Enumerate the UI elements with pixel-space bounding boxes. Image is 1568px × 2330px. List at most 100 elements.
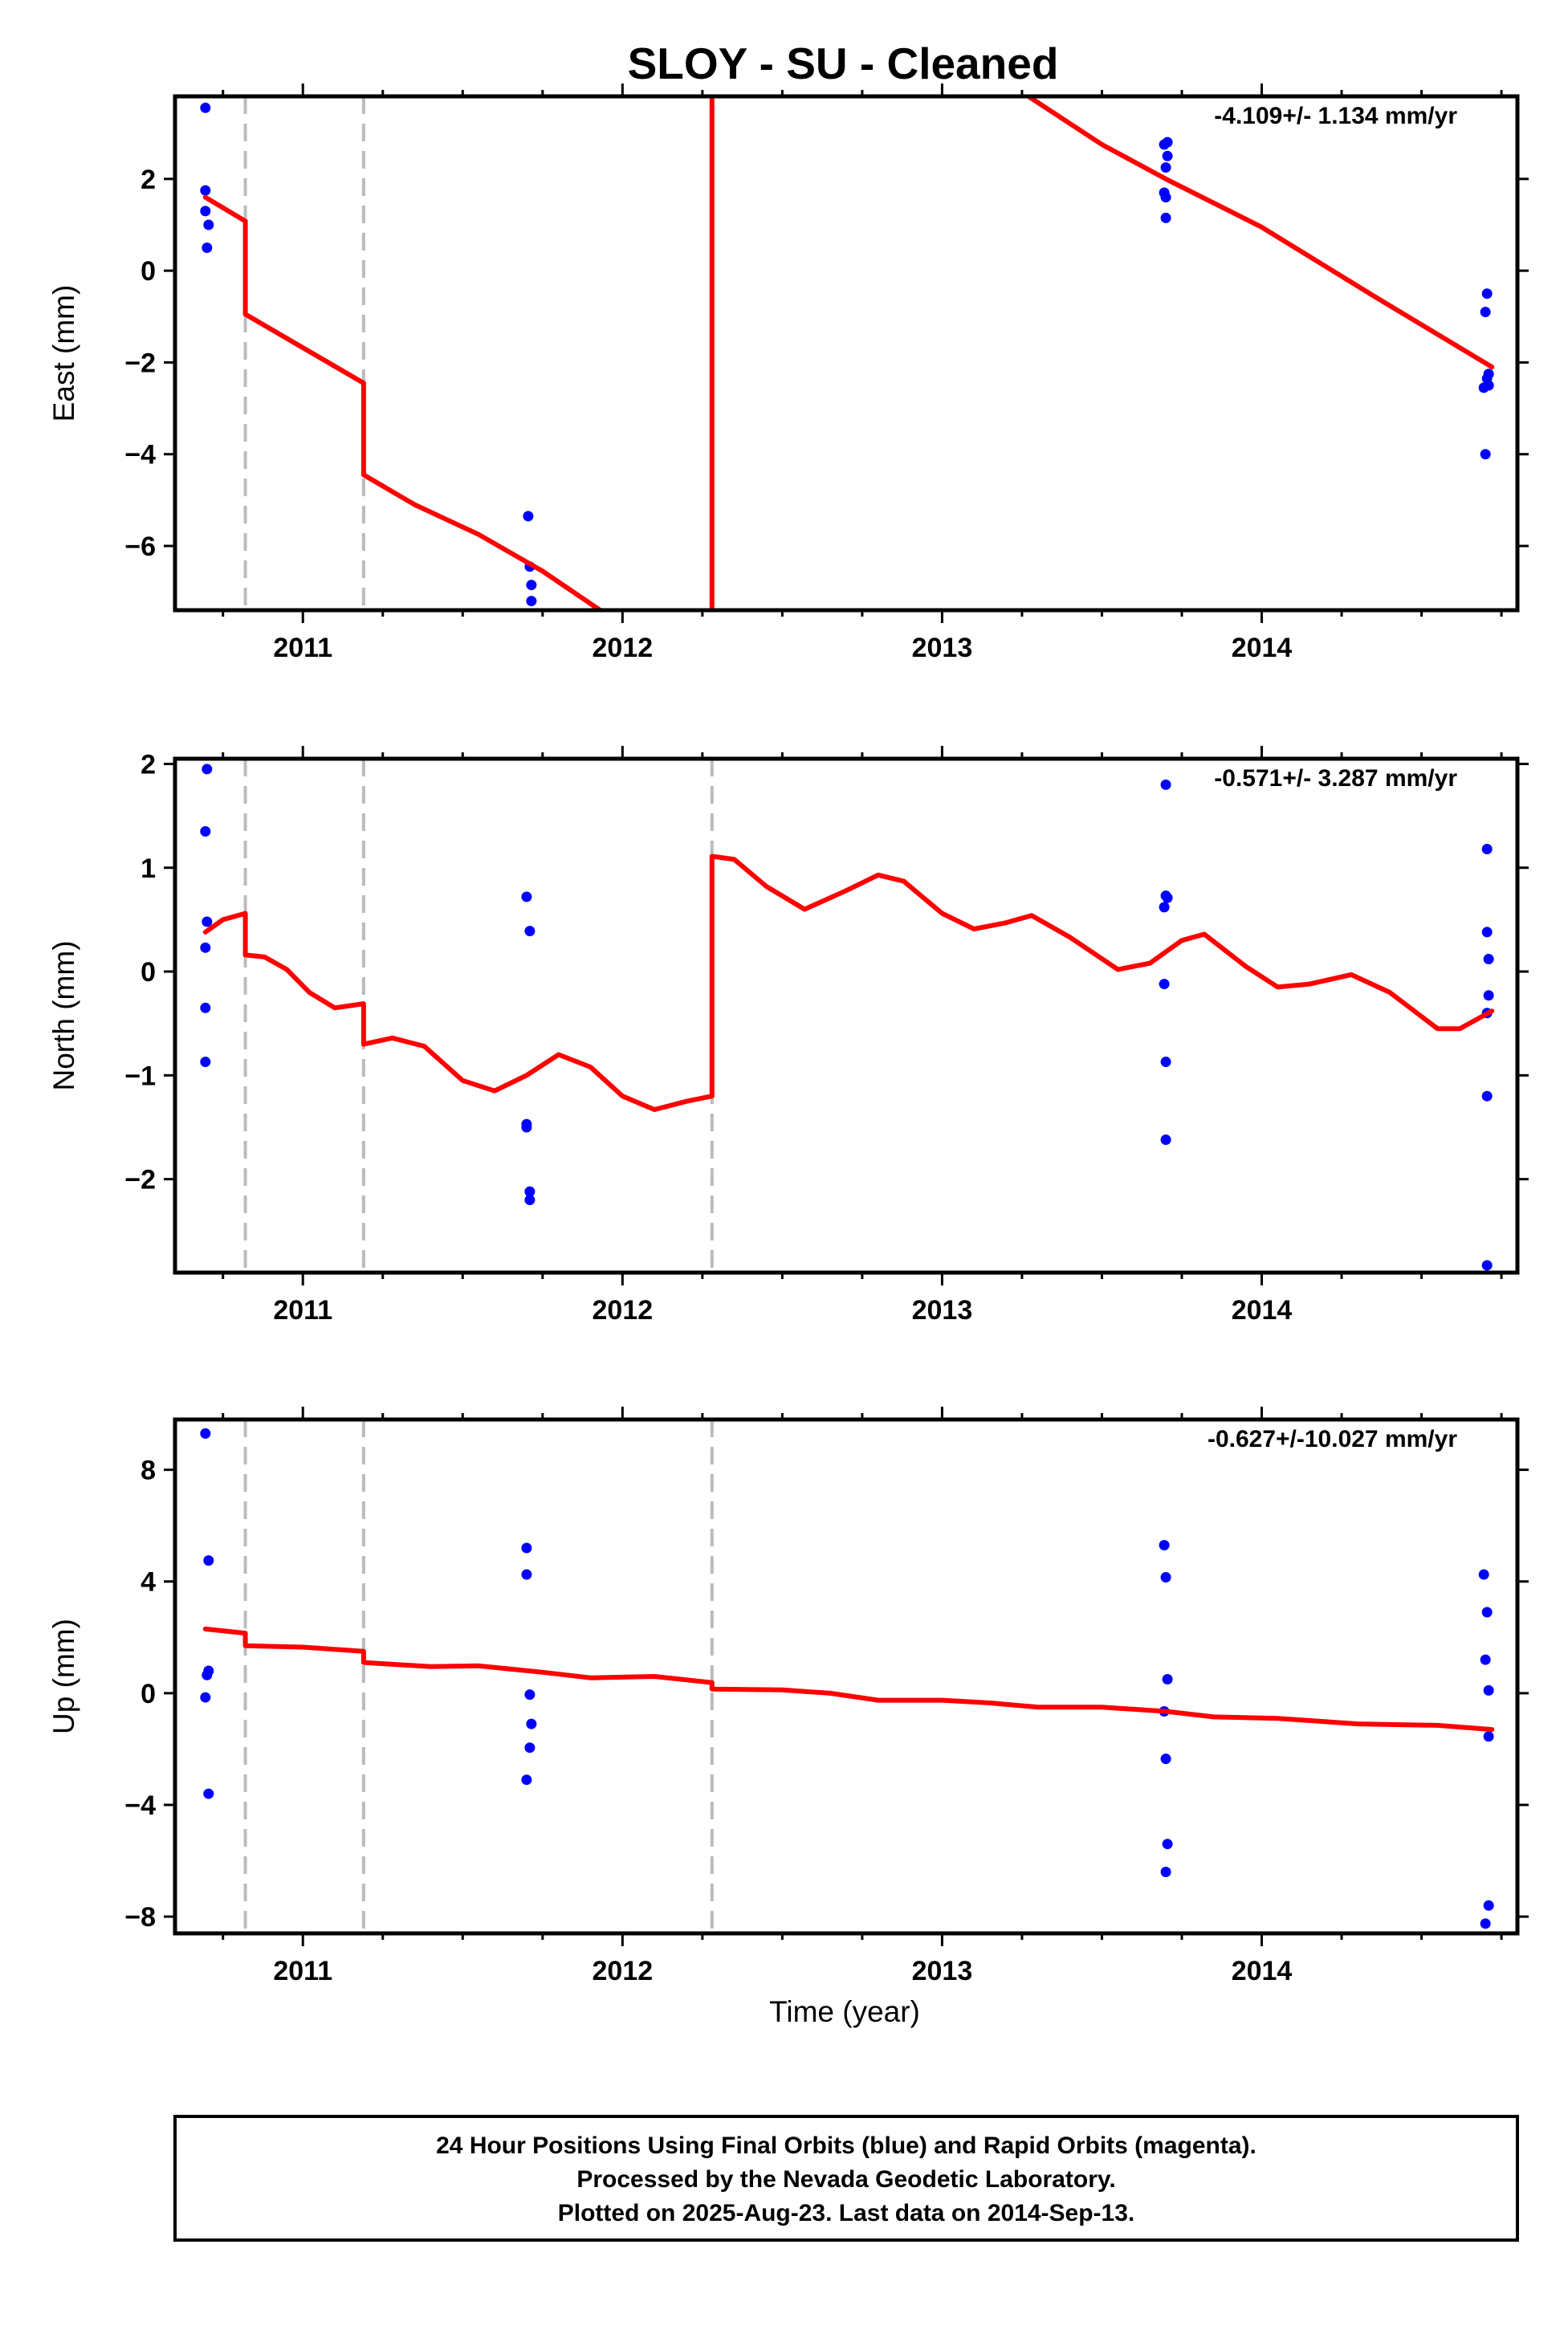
north-data-point-25 [1481, 1260, 1493, 1271]
up-y-axis-label: Up (mm) [47, 1619, 80, 1734]
up-y-tick-label-4: −8 [124, 1902, 156, 1933]
east-data-point-8 [526, 596, 537, 607]
up-x-tick-label-1: 2012 [593, 1956, 654, 1986]
north-data-point-21 [1483, 954, 1494, 965]
up-data-point-8 [524, 1689, 536, 1701]
north-data-point-16 [1159, 979, 1170, 990]
up-y-tick-label-2: 0 [141, 1679, 156, 1709]
north-data-point-24 [1481, 1090, 1493, 1102]
north-data-point-5 [200, 1057, 211, 1068]
up-data-point-12 [1159, 1540, 1170, 1551]
chart-title: SLOY - SU - Cleaned [628, 39, 1059, 88]
east-data-point-15 [1160, 212, 1171, 223]
east-data-point-22 [1480, 449, 1491, 460]
north-data-point-10 [524, 1186, 536, 1197]
north-y-axis-label: North (mm) [47, 940, 80, 1090]
north-frame [173, 756, 1520, 1275]
north-data-point-3 [200, 942, 211, 953]
east-data-point-21 [1478, 382, 1489, 393]
north-data-point-17 [1160, 1057, 1171, 1068]
north-data-point-1 [200, 826, 211, 837]
north-model-line-1 [709, 853, 1495, 1099]
up-plot-area [200, 1420, 1495, 1933]
up-data-point-10 [524, 1742, 536, 1754]
east-y-tick-label-1: 0 [141, 256, 156, 287]
north-data-point-6 [521, 891, 532, 902]
north-y-tick-label-4: −2 [124, 1165, 156, 1196]
east-data-point-5 [523, 511, 534, 522]
up-rate-label: -0.627+/-10.027 mm/yr [1208, 1426, 1457, 1452]
north-data-point-2 [202, 916, 213, 927]
up-data-point-0 [200, 1428, 211, 1439]
up-data-point-11 [521, 1774, 532, 1786]
up-y-tick-label-1: 4 [141, 1567, 156, 1598]
footer-line-1: 24 Hour Positions Using Final Orbits (bl… [436, 2132, 1256, 2159]
east-rate-label: -4.109+/- 1.134 mm/yr [1214, 103, 1457, 129]
up-data-point-1 [203, 1555, 214, 1566]
east-model-line-0 [202, 194, 248, 224]
up-data-point-5 [203, 1788, 214, 1799]
up-data-point-23 [1483, 1731, 1494, 1742]
east-model-line-1 [242, 218, 603, 610]
east-plot-area [200, 96, 1495, 610]
north-rate-label: -0.571+/- 3.287 mm/yr [1214, 765, 1457, 792]
east-data-point-11 [1162, 150, 1173, 161]
up-y-tick-label-0: 8 [141, 1456, 156, 1486]
east-y-tick-label-3: −4 [124, 440, 156, 470]
north-data-point-12 [1160, 779, 1171, 790]
up-x-tick-label-2: 2013 [912, 1956, 973, 1986]
north-panel: 2 1 0 −1 −2 2011 2012 2013 2014 North (mm) -0.571+… [47, 746, 1529, 1326]
east-data-point-16 [1481, 288, 1493, 299]
north-data-point-4 [200, 1002, 211, 1013]
east-data-point-1 [200, 185, 211, 196]
up-data-point-13 [1160, 1572, 1171, 1583]
north-data-point-9 [521, 1122, 532, 1133]
up-frame [173, 1417, 1520, 1936]
x-axis-label: Time (year) [769, 1995, 920, 2028]
up-data-point-20 [1481, 1607, 1493, 1618]
up-y-tick-label-3: −4 [124, 1790, 156, 1821]
east-frame [173, 94, 1520, 613]
north-data-point-18 [1160, 1134, 1171, 1146]
up-data-point-19 [1478, 1569, 1489, 1580]
up-data-point-9 [526, 1718, 537, 1729]
up-data-point-22 [1483, 1684, 1494, 1696]
north-data-point-7 [524, 926, 536, 937]
north-data-point-20 [1481, 927, 1493, 938]
east-y-axis-label: East (mm) [47, 285, 80, 422]
north-data-point-15 [1159, 902, 1170, 913]
east-data-point-0 [200, 102, 211, 113]
up-data-point-7 [521, 1569, 532, 1580]
north-data-point-14 [1162, 892, 1173, 903]
east-y-tick-label-2: −2 [124, 348, 156, 378]
north-data-point-22 [1483, 990, 1494, 1001]
north-x-tick-label-0: 2011 [273, 1295, 332, 1326]
north-data-point-11 [524, 1194, 536, 1205]
up-data-point-6 [521, 1542, 532, 1554]
up-data-point-25 [1480, 1918, 1491, 1929]
east-x-tick-label-2: 2013 [912, 633, 973, 663]
east-x-tick-label-3: 2014 [1232, 633, 1293, 663]
north-model-line-0 [202, 910, 715, 1112]
east-x-tick-label-0: 2011 [273, 633, 332, 663]
east-data-point-3 [203, 219, 214, 230]
up-data-point-18 [1160, 1866, 1171, 1877]
north-data-point-19 [1481, 843, 1493, 854]
up-data-point-24 [1483, 1900, 1494, 1911]
north-data-point-0 [202, 764, 213, 775]
east-panel: 2 0 −2 −4 −6 2011 2012 2013 2014 East (mm) -4.109+… [47, 84, 1529, 663]
up-x-tick-label-3: 2014 [1232, 1956, 1293, 1986]
up-data-point-14 [1162, 1673, 1173, 1684]
north-x-tick-label-2: 2013 [912, 1295, 973, 1326]
footer-line-2: Processed by the Nevada Geodetic Laborat… [576, 2166, 1115, 2193]
east-data-point-14 [1160, 192, 1171, 203]
up-data-point-4 [200, 1692, 211, 1703]
up-x-tick-label-0: 2011 [273, 1956, 332, 1986]
east-data-point-2 [200, 206, 211, 217]
east-y-tick-label-0: 2 [141, 165, 156, 195]
north-y-tick-label-1: 1 [141, 853, 156, 884]
north-y-tick-label-0: 2 [141, 749, 156, 780]
up-data-point-16 [1160, 1754, 1171, 1765]
up-data-point-17 [1162, 1839, 1173, 1850]
